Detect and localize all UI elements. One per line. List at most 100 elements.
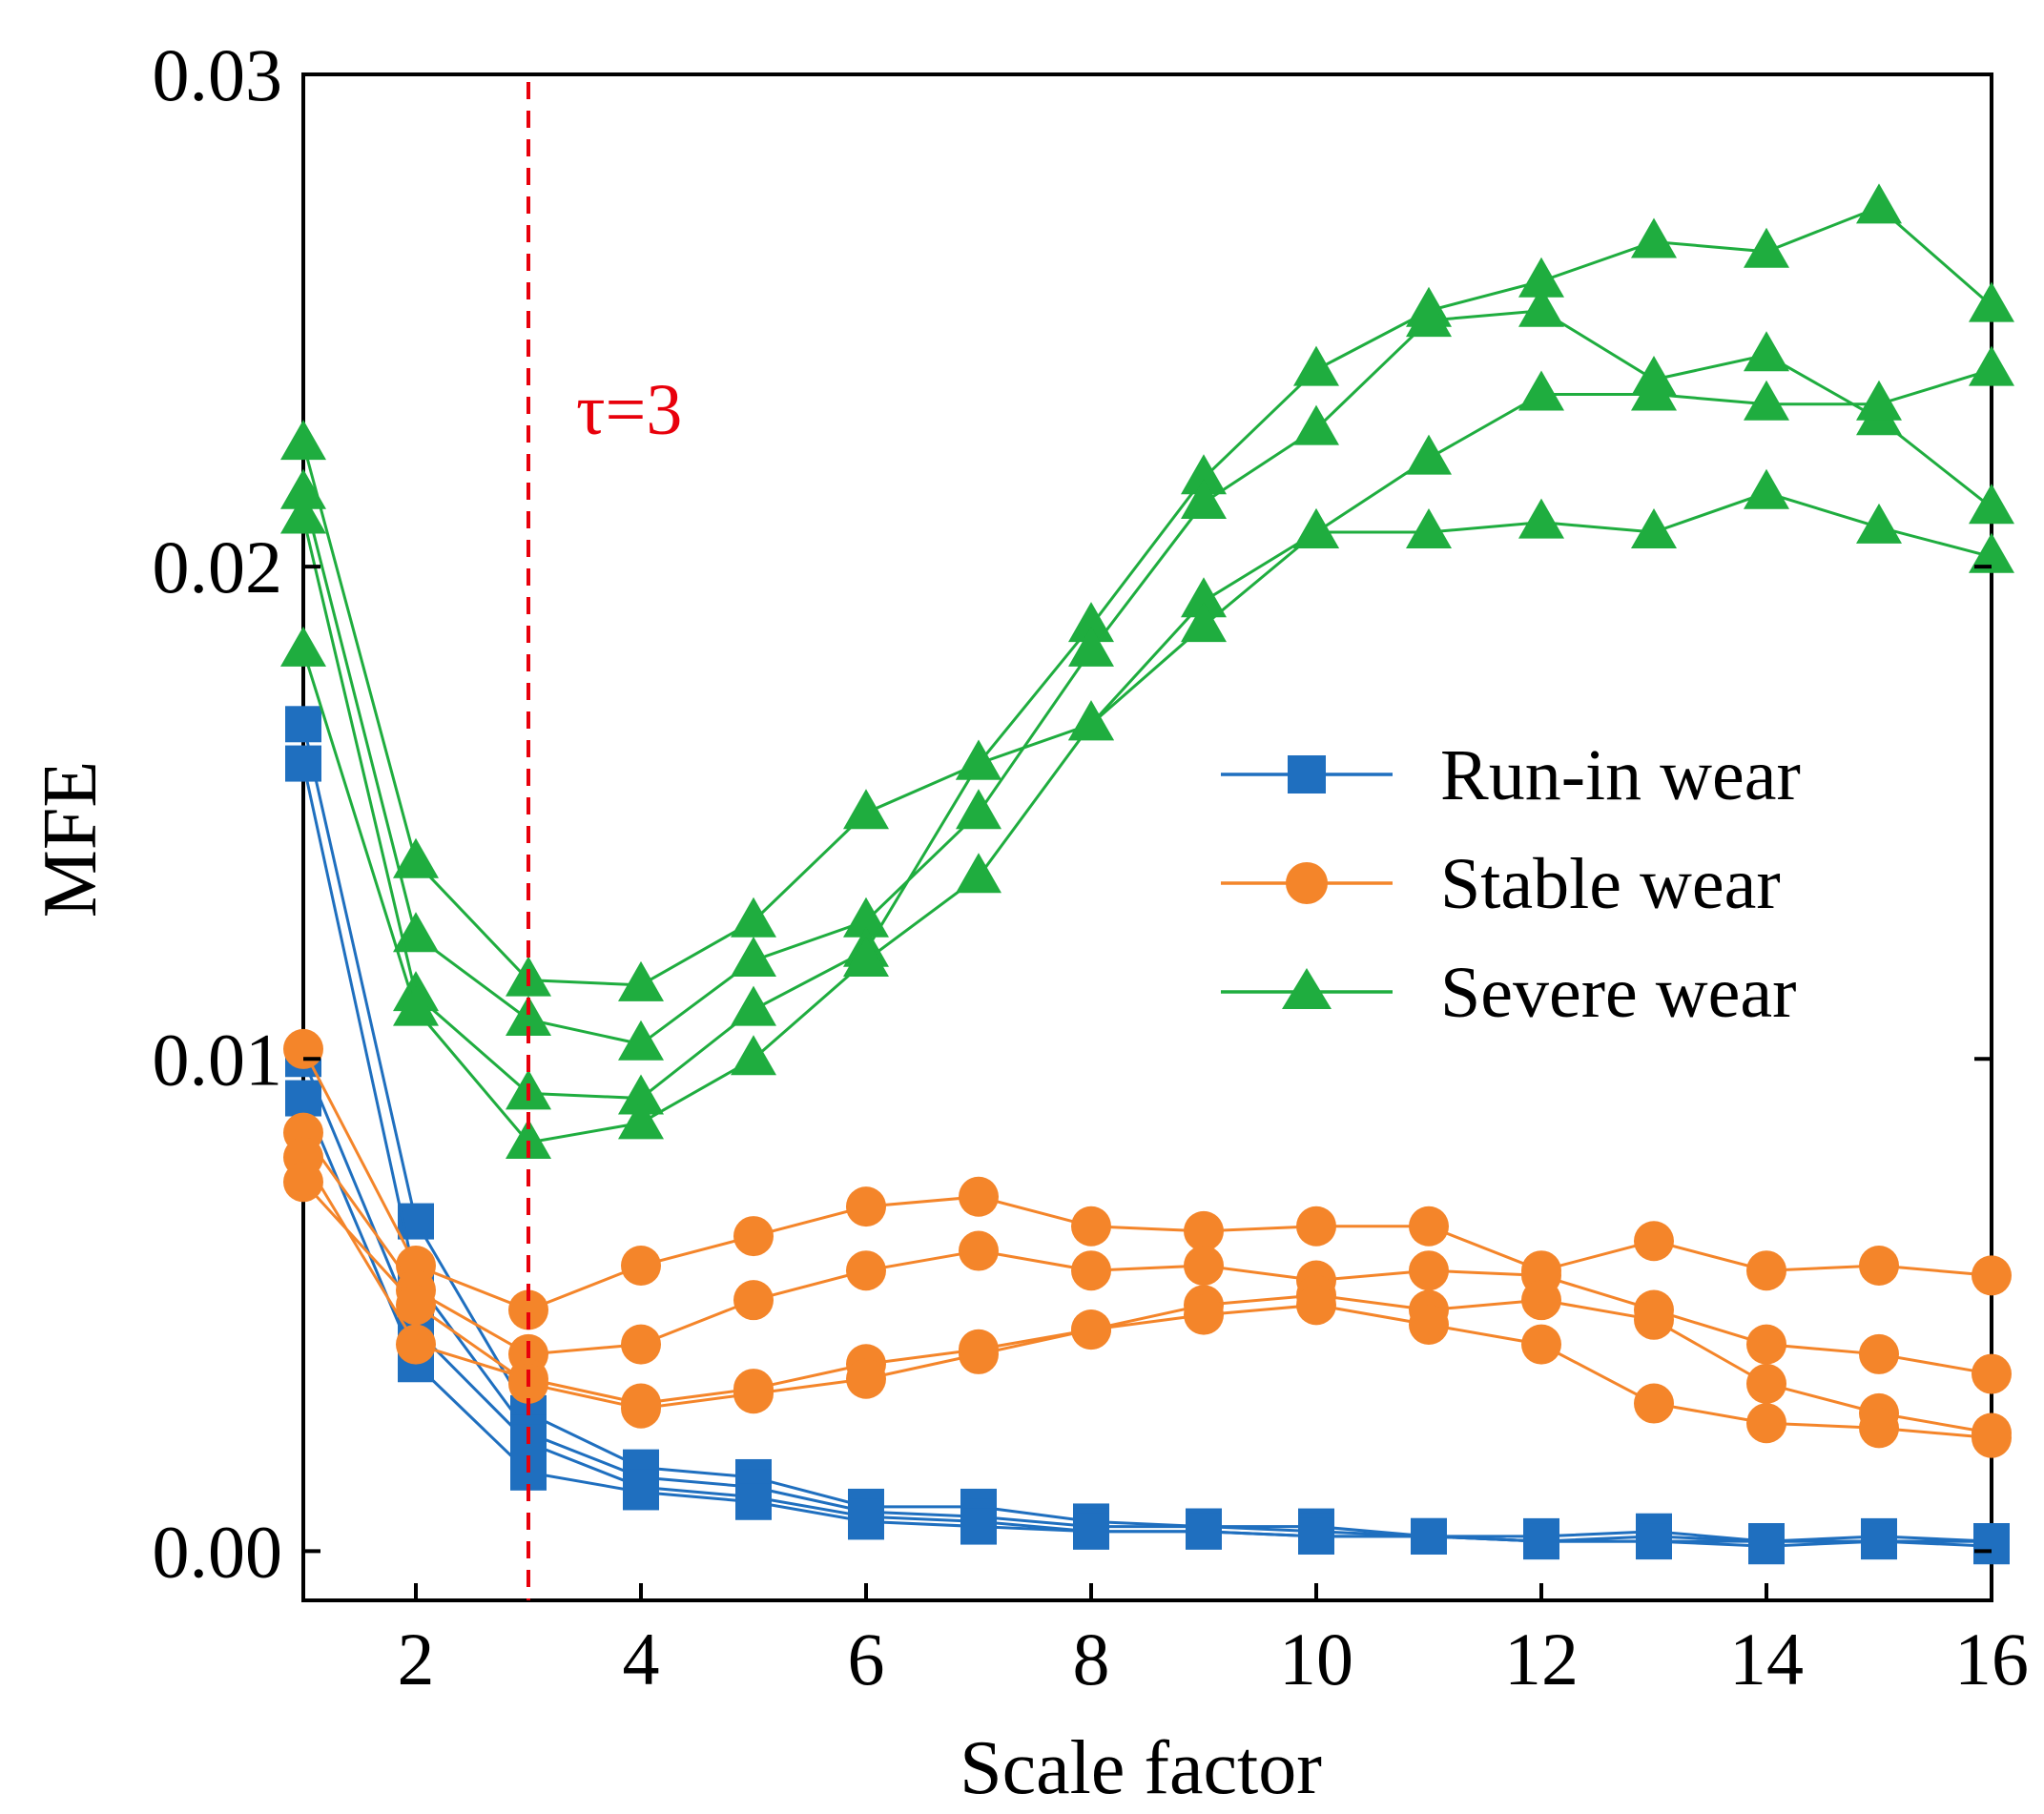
data-point-square — [1748, 1528, 1785, 1565]
data-point-triangle — [280, 468, 326, 509]
series-line-severe — [301, 368, 1992, 1101]
data-point-square — [1861, 1523, 1897, 1560]
data-point-circle — [1859, 1333, 1899, 1374]
x-tick-label: 16 — [1954, 1618, 2029, 1701]
data-point-triangle — [1518, 257, 1564, 298]
x-tick-label: 8 — [1073, 1618, 1110, 1701]
legend-triangle-marker-icon — [1282, 968, 1332, 1009]
data-point-triangle — [1518, 498, 1564, 539]
data-point-circle — [1634, 1221, 1674, 1262]
data-point-circle — [1634, 1299, 1674, 1340]
data-point-circle — [621, 1246, 661, 1287]
data-point-triangle — [1181, 479, 1227, 520]
data-point-triangle — [1181, 577, 1227, 618]
data-point-circle — [733, 1373, 774, 1414]
data-point-triangle — [1631, 370, 1677, 411]
x-tick-label: 6 — [848, 1618, 885, 1701]
data-point-triangle — [843, 789, 889, 830]
data-point-triangle — [1181, 454, 1227, 495]
x-axis-title: Scale factor — [960, 1726, 1322, 1810]
data-point-triangle — [1631, 217, 1677, 258]
data-point-triangle — [731, 1035, 776, 1076]
series-line-run_in — [301, 763, 1992, 1543]
data-point-square — [1523, 1523, 1559, 1560]
data-point-triangle — [843, 937, 889, 978]
data-point-circle — [733, 1280, 774, 1321]
data-point-circle — [1859, 1246, 1899, 1287]
x-tick-label: 2 — [398, 1618, 435, 1701]
data-point-triangle — [1406, 434, 1452, 475]
series-line-severe — [301, 205, 1992, 987]
data-point-triangle — [618, 1099, 664, 1140]
data-point-circle — [283, 1162, 323, 1203]
data-point-circle — [621, 1388, 661, 1429]
legend-circle-marker-icon — [1286, 862, 1328, 904]
data-point-circle — [1409, 1206, 1449, 1247]
series-line-run_in — [301, 723, 1992, 1543]
data-point-triangle — [1856, 380, 1902, 421]
data-point-triangle — [1969, 281, 2014, 322]
data-point-circle — [621, 1324, 661, 1365]
data-point-circle — [1071, 1206, 1111, 1247]
legend-item-stable: Stable wear — [1221, 844, 1781, 924]
data-point-triangle — [1969, 345, 2014, 386]
series-line-run_in — [301, 1097, 1992, 1548]
legend: Run-in wear Stable wear Severe wear — [1221, 735, 1801, 1033]
x-tick-label: 4 — [623, 1618, 660, 1701]
series-line-severe — [301, 491, 1992, 1144]
data-point-circle — [1746, 1363, 1786, 1404]
data-point-circle — [959, 1176, 999, 1217]
data-point-circle — [1746, 1250, 1786, 1291]
data-point-triangle — [1969, 532, 2014, 573]
data-point-triangle — [280, 626, 326, 667]
legend-label-run-in: Run-in wear — [1440, 735, 1801, 815]
data-point-circle — [1972, 1255, 2012, 1296]
series-severe — [280, 468, 2014, 1159]
data-point-triangle — [1181, 602, 1227, 643]
data-point-triangle — [956, 853, 1001, 894]
data-point-triangle — [618, 1020, 664, 1061]
data-point-square — [623, 1474, 659, 1511]
data-point-triangle — [956, 739, 1001, 780]
series-stable — [283, 1162, 2012, 1458]
data-point-triangle — [506, 995, 551, 1036]
series-run_in — [285, 1080, 2010, 1565]
data-point-triangle — [280, 493, 326, 534]
data-point-triangle — [280, 420, 326, 461]
data-point-circle — [846, 1358, 886, 1399]
data-point-triangle — [393, 837, 439, 878]
data-point-circle — [1296, 1206, 1336, 1247]
legend-item-severe: Severe wear — [1221, 953, 1796, 1033]
data-point-triangle — [1518, 286, 1564, 327]
data-point-circle — [1184, 1246, 1224, 1287]
data-point-triangle — [618, 960, 664, 1001]
tau-annotation: τ=3 — [576, 370, 682, 450]
data-point-triangle — [731, 937, 776, 978]
legend-label-severe: Severe wear — [1440, 953, 1796, 1033]
data-point-square — [285, 745, 321, 782]
data-point-circle — [508, 1289, 548, 1330]
data-point-circle — [396, 1285, 436, 1326]
data-point-triangle — [393, 985, 439, 1026]
y-tick-label: 0.00 — [153, 1510, 283, 1593]
x-tick-label: 10 — [1279, 1618, 1353, 1701]
data-point-circle — [846, 1250, 886, 1291]
data-point-square — [1073, 1513, 1109, 1550]
data-point-circle — [1071, 1309, 1111, 1350]
data-point-circle — [1746, 1324, 1786, 1365]
series-line-stable — [301, 1131, 1992, 1376]
x-tick-label: 12 — [1504, 1618, 1579, 1701]
data-point-square — [735, 1483, 772, 1520]
data-point-triangle — [843, 897, 889, 938]
data-point-triangle — [1068, 626, 1114, 667]
data-point-circle — [1409, 1304, 1449, 1345]
data-point-triangle — [956, 789, 1001, 830]
data-point-triangle — [1518, 370, 1564, 411]
series-line-stable — [301, 1048, 1992, 1312]
data-point-triangle — [1969, 484, 2014, 525]
data-point-triangle — [1068, 602, 1114, 643]
y-tick-label: 0.03 — [153, 33, 283, 116]
data-point-circle — [1746, 1403, 1786, 1444]
legend-label-stable: Stable wear — [1440, 844, 1781, 924]
data-point-triangle — [1744, 468, 1789, 509]
